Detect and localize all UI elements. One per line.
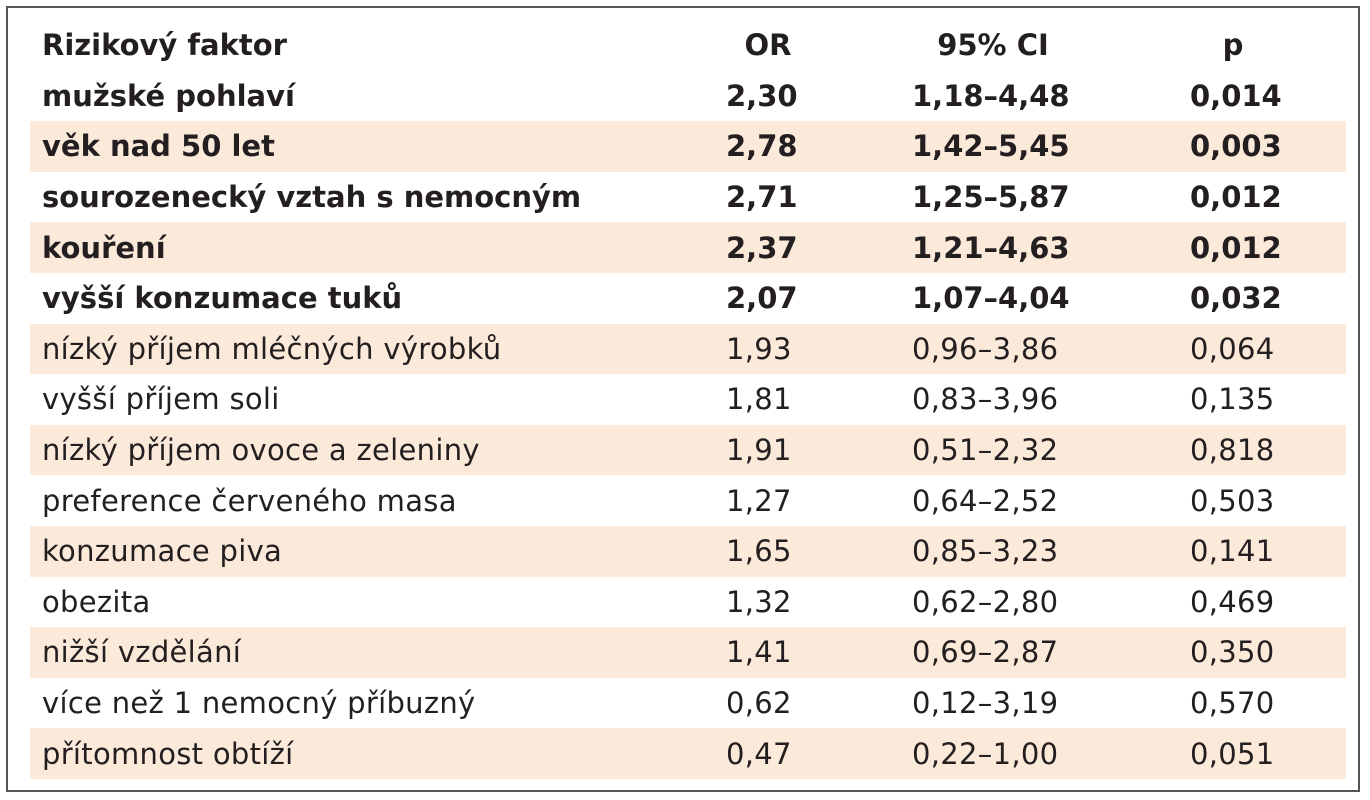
cell-or: 1,27 <box>726 483 792 518</box>
table-row: vyšší konzumace tuků 2,07 1,07–4,04 0,032 <box>30 273 1346 324</box>
cell-ci: 1,25–5,87 <box>912 180 1070 215</box>
cell-ci: 1,21–4,63 <box>866 222 1120 273</box>
header-ci: 95% CI <box>937 28 1049 63</box>
cell-or: 2,37 <box>670 222 866 273</box>
table-row: mužské pohlaví 2,30 1,18–4,48 0,014 <box>30 71 1346 122</box>
cell-risk-factor: věk nad 50 let <box>30 121 670 172</box>
cell-ci: 1,07–4,04 <box>912 281 1070 316</box>
table-row: více než 1 nemocný příbuzný 0,62 0,12–3,19… <box>30 678 1346 729</box>
table-row: nižší vzdělání 1,41 0,69–2,87 0,350 <box>30 627 1346 678</box>
cell-or: 1,91 <box>670 424 866 476</box>
header-p: p <box>1222 28 1244 63</box>
table-header-row: Rizikový faktor OR 95% CI p <box>30 20 1346 71</box>
table-row: konzumace piva 1,65 0,85–3,23 0,141 <box>30 525 1346 577</box>
table-row: obezita 1,32 0,62–2,80 0,469 <box>30 577 1346 628</box>
cell-ci: 0,22–1,00 <box>866 728 1120 779</box>
cell-risk-factor: sourozenecký vztah s nemocným <box>42 180 582 215</box>
cell-p: 0,012 <box>1120 222 1346 273</box>
cell-or: 0,62 <box>726 686 792 721</box>
cell-risk-factor: nízký příjem mléčných výrobků <box>30 323 670 375</box>
cell-ci: 0,69–2,87 <box>866 627 1120 678</box>
cell-or: 1,65 <box>670 525 866 577</box>
header-risk-factor: Rizikový faktor <box>42 28 287 63</box>
cell-risk-factor: kouření <box>30 222 670 273</box>
cell-or: 1,81 <box>726 382 792 417</box>
cell-risk-factor: preference červeného masa <box>42 483 457 518</box>
cell-p: 0,350 <box>1120 627 1346 678</box>
cell-risk-factor: nižší vzdělání <box>30 627 670 678</box>
cell-ci: 1,18–4,48 <box>912 78 1070 113</box>
cell-risk-factor: konzumace piva <box>30 525 670 577</box>
cell-ci: 0,64–2,52 <box>912 483 1059 518</box>
cell-or: 2,30 <box>726 78 798 113</box>
cell-or: 1,93 <box>670 323 866 375</box>
header-or: OR <box>744 28 792 63</box>
risk-factor-table: Rizikový faktor OR 95% CI p mužské pohla… <box>30 20 1346 779</box>
cell-risk-factor: více než 1 nemocný příbuzný <box>42 686 476 721</box>
cell-ci: 0,51–2,32 <box>866 424 1120 476</box>
cell-p: 0,032 <box>1190 281 1282 316</box>
table-row: preference červeného masa 1,27 0,64–2,52 0,… <box>30 475 1346 526</box>
table-row: nízký příjem mléčných výrobků 1,93 0,96–3,… <box>30 323 1346 375</box>
cell-p: 0,064 <box>1120 323 1346 375</box>
cell-or: 1,41 <box>670 627 866 678</box>
cell-risk-factor: obezita <box>42 584 151 619</box>
cell-ci: 0,62–2,80 <box>912 584 1059 619</box>
table-row: přítomnost obtíží 0,47 0,22–1,00 0,051 <box>30 728 1346 779</box>
cell-ci: 1,42–5,45 <box>866 121 1120 172</box>
cell-risk-factor: vyšší příjem soli <box>42 382 280 417</box>
cell-risk-factor: vyšší konzumace tuků <box>42 281 403 316</box>
cell-or: 2,71 <box>726 180 798 215</box>
cell-risk-factor: nízký příjem ovoce a zeleniny <box>30 424 670 476</box>
table-frame: Rizikový faktor OR 95% CI p mužské pohla… <box>6 6 1360 792</box>
cell-or: 2,78 <box>670 121 866 172</box>
cell-p: 0,469 <box>1190 584 1275 619</box>
cell-ci: 0,85–3,23 <box>866 525 1120 577</box>
table-row: kouření 2,37 1,21–4,63 0,012 <box>30 222 1346 273</box>
cell-or: 2,07 <box>726 281 798 316</box>
cell-or: 0,47 <box>670 728 866 779</box>
cell-ci: 0,96–3,86 <box>866 323 1120 375</box>
cell-p: 0,014 <box>1190 78 1282 113</box>
cell-p: 0,135 <box>1190 382 1275 417</box>
table-body: mužské pohlaví 2,30 1,18–4,48 0,014 věk nad … <box>30 71 1346 779</box>
cell-or: 1,32 <box>726 584 792 619</box>
table-row: vyšší příjem soli 1,81 0,83–3,96 0,135 <box>30 374 1346 425</box>
cell-ci: 0,83–3,96 <box>912 382 1059 417</box>
cell-p: 0,570 <box>1190 686 1275 721</box>
cell-p: 0,818 <box>1120 424 1346 476</box>
cell-p: 0,003 <box>1120 121 1346 172</box>
cell-p: 0,051 <box>1120 728 1346 779</box>
table-row: nízký příjem ovoce a zeleniny 1,91 0,51–2,… <box>30 424 1346 476</box>
cell-p: 0,012 <box>1190 180 1282 215</box>
cell-p: 0,503 <box>1190 483 1275 518</box>
cell-ci: 0,12–3,19 <box>912 686 1059 721</box>
cell-risk-factor: přítomnost obtíží <box>30 728 670 779</box>
table-row: věk nad 50 let 2,78 1,42–5,45 0,003 <box>30 121 1346 172</box>
cell-risk-factor: mužské pohlaví <box>42 78 295 113</box>
cell-p: 0,141 <box>1120 525 1346 577</box>
table-row: sourozenecký vztah s nemocným 2,71 1,25–5,… <box>30 172 1346 223</box>
